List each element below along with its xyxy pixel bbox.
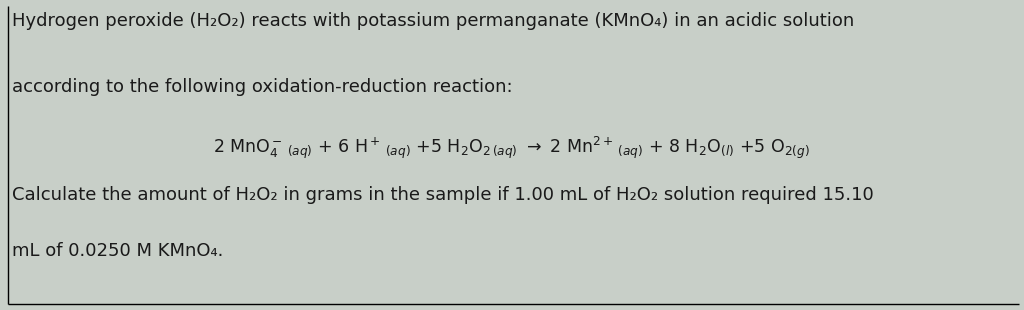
- Text: mL of 0.0250 M KMnO₄.: mL of 0.0250 M KMnO₄.: [12, 242, 223, 260]
- Text: Hydrogen peroxide (H₂O₂) reacts with potassium permanganate (KMnO₄) in an acidic: Hydrogen peroxide (H₂O₂) reacts with pot…: [12, 12, 855, 30]
- Text: according to the following oxidation-reduction reaction:: according to the following oxidation-red…: [12, 78, 513, 95]
- Text: Calculate the amount of H₂O₂ in grams in the sample if 1.00 mL of H₂O₂ solution : Calculate the amount of H₂O₂ in grams in…: [12, 186, 874, 204]
- Text: 2 MnO$_4^-$$_{\,(aq)}$ + 6 H$^+$$_{\,(aq)}$ +5 H$_2$O$_{2\,(aq)}$ $\rightarrow$ : 2 MnO$_4^-$$_{\,(aq)}$ + 6 H$^+$$_{\,(aq…: [213, 135, 811, 161]
